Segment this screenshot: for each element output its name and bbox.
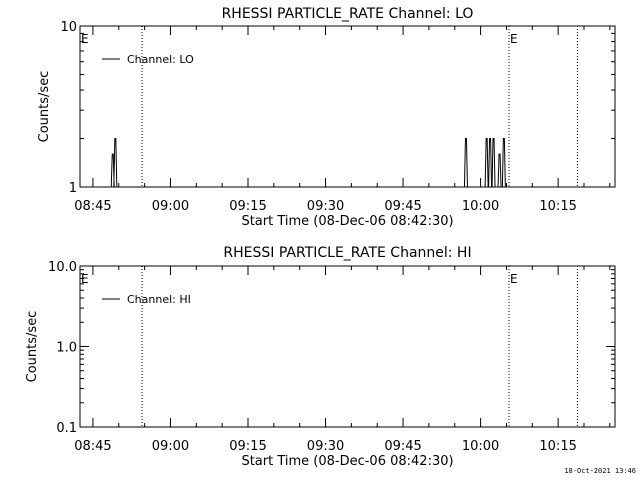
chart1-event-label: E xyxy=(510,32,518,46)
chart1-x-tick-label: 10:00 xyxy=(462,199,499,214)
chart2-x-tick-label: 08:45 xyxy=(74,439,111,454)
chart1-x-tick-label: 08:45 xyxy=(74,199,111,214)
chart1-x-tick-label: 09:00 xyxy=(152,199,189,214)
chart2-x-tick-label: 09:45 xyxy=(384,439,421,454)
chart2-plot-frame xyxy=(79,265,616,428)
chart2-y-axis-label: Counts/sec xyxy=(25,311,40,383)
chart2-corner-label: E xyxy=(81,272,89,286)
chart2-legend-label: Channel: HI xyxy=(127,293,191,306)
chart2-y-tick-label: 1.0 xyxy=(56,341,77,356)
chart2-x-tick-label: 09:00 xyxy=(152,439,189,454)
chart1-data-spike xyxy=(484,138,489,188)
chart1-y-axis-label: Counts/sec xyxy=(37,71,52,143)
chart1-x-tick-label: 09:30 xyxy=(307,199,344,214)
chart2-x-tick-label: 09:30 xyxy=(307,439,344,454)
chart1-data-spike xyxy=(113,138,118,188)
chart1-data-spike xyxy=(497,153,502,188)
chart1-data-spike xyxy=(488,138,493,188)
chart2-event-label: E xyxy=(510,272,518,286)
chart1-x-axis-label: Start Time (08-Dec-06 08:42:30) xyxy=(241,214,453,229)
chart1-data-spike xyxy=(463,138,468,188)
chart2-y-tick-label: 10.0 xyxy=(48,260,77,275)
chart1-plot-frame xyxy=(79,25,616,188)
chart1-y-tick-label: 10 xyxy=(60,20,77,35)
chart2-y-tick-label: 0.1 xyxy=(56,421,77,436)
chart2-x-tick-label: 09:15 xyxy=(229,439,266,454)
chart1-x-tick-label: 09:45 xyxy=(384,199,421,214)
chart2-x-tick-label: 10:00 xyxy=(462,439,499,454)
chart1-y-tick-label: 1 xyxy=(69,181,77,196)
chart1-x-tick-label: 09:15 xyxy=(229,199,266,214)
chart2-x-axis-label: Start Time (08-Dec-06 08:42:30) xyxy=(241,454,453,469)
chart2-title: RHESSI PARTICLE_RATE Channel: HI xyxy=(223,245,471,261)
footer-timestamp: 18-Oct-2021 13:46 xyxy=(564,467,636,475)
chart1-legend-label: Channel: LO xyxy=(127,53,194,66)
chart1-data-spike xyxy=(501,138,506,188)
chart1-corner-label: E xyxy=(81,32,89,46)
chart1-x-tick-label: 10:15 xyxy=(539,199,576,214)
chart1-title: RHESSI PARTICLE_RATE Channel: LO xyxy=(222,6,474,22)
chart1-data-spike xyxy=(491,138,496,188)
chart2-x-tick-label: 10:15 xyxy=(539,439,576,454)
